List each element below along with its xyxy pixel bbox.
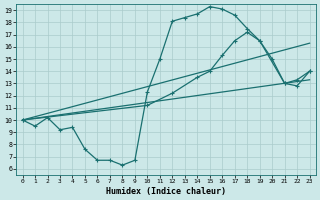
X-axis label: Humidex (Indice chaleur): Humidex (Indice chaleur) xyxy=(106,187,226,196)
